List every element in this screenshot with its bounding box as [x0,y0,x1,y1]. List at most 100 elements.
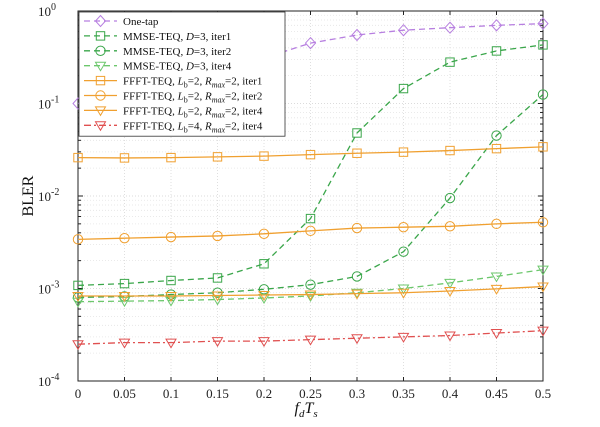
marker-triangle [304,335,317,346]
legend-entry: FFFT-TEQ, Lb=4, Rmax=2, iter4 [84,120,263,134]
marker-circle [398,221,409,233]
marker-square [398,83,409,94]
legend-entry: MMSE-TEQ, D=3, iter1 [84,31,231,43]
marker-circle [491,130,502,141]
marker-square [73,152,83,163]
marker-circle [165,289,177,300]
marker-triangle [490,284,503,295]
marker-diamond [490,19,503,32]
marker-triangle [490,329,503,340]
series-line [77,330,544,345]
marker-circle [165,231,177,243]
marker-triangle [537,265,549,276]
legend-label: FFFT-TEQ, Lb=2, Rmax=2, iter4 [123,105,263,119]
series-7 [72,282,549,302]
y-tick-label: 10-2 [38,187,59,204]
series-line [77,44,544,287]
marker-triangle [258,337,270,348]
x-tick-label: 0.5 [535,386,551,401]
marker-triangle [397,332,410,343]
series-line [77,94,544,299]
marker-circle [119,232,130,244]
x-tick-label: 0.35 [392,386,415,401]
marker-triangle [211,291,224,302]
marker-square [259,259,269,269]
marker-triangle [165,291,177,302]
marker-triangle [444,278,456,289]
marker-triangle [490,272,503,283]
marker-circle [95,45,106,56]
axis-ticks: 0 0.05 0.1 0.15 0.2 0.25 0.3 0.35 0.4 0.45 0.5 100 1… [38,2,551,401]
marker-circle [351,271,363,282]
marker-triangle [444,286,456,297]
marker-triangle [165,296,177,307]
marker-circle [444,221,456,232]
x-tick-label: 0.15 [206,386,229,401]
legend-label: FFFT-TEQ, Lb=4, Rmax=2, iter4 [123,120,263,134]
marker-triangle [94,106,107,117]
legend-box [78,11,286,137]
y-tick-label: 10-3 [38,280,59,297]
x-tick-label: 0.2 [256,386,272,401]
legend-label: FFFT-TEQ, Lb=2, Rmax=2, iter2 [123,91,262,105]
marker-square [95,75,106,86]
x-tick-label: 0 [75,386,82,401]
marker-triangle [444,331,456,342]
marker-square [166,275,176,286]
legend: One-tap MMSE-TEQ, D=3, iter1 MMSE-TEQ, D=3… [78,11,286,137]
marker-square [73,280,83,291]
marker-triangle [351,289,363,300]
marker-triangle [72,340,84,351]
marker-square [445,145,455,156]
series-line [77,221,544,240]
marker-square [398,147,409,157]
x-tick-label: 0.05 [113,386,136,401]
y-tick-label: 10-4 [38,372,59,389]
marker-diamond [444,21,456,34]
marker-circle [537,89,549,100]
marker-circle [72,234,84,245]
marker-triangle [72,291,84,302]
marker-circle [351,222,363,234]
marker-circle [444,192,456,204]
marker-square [95,31,106,41]
marker-triangle [351,334,363,345]
marker-square [491,46,502,56]
legend-entry: FFFT-TEQ, Lb=2, Rmax=2, iter2 [84,90,262,105]
marker-diamond [351,28,363,42]
series-line [77,146,544,159]
legend-entry: FFFT-TEQ, Lb=2, Rmax=2, iter4 [84,105,263,119]
marker-circle [305,279,316,290]
marker-circle [537,217,549,228]
marker-circle [398,246,409,257]
marker-square [445,57,455,67]
marker-square [119,278,130,289]
marker-triangle [537,282,549,293]
x-tick-label: 0.4 [442,386,459,401]
marker-triangle [94,121,107,132]
series-2 [73,40,548,291]
series-3 [72,89,549,303]
marker-triangle [94,61,107,72]
legend-label: FFFT-TEQ, Lb=2, Rmax=2, iter1 [123,76,262,90]
marker-square [352,128,362,138]
marker-square [538,40,548,50]
x-tick-label: 0.1 [163,386,179,401]
marker-square [352,148,362,158]
marker-triangle [118,338,131,349]
legend-label: MMSE-TEQ, D=3, iter4 [123,61,232,73]
marker-triangle [72,297,84,308]
series-8 [72,326,549,351]
marker-diamond [537,17,549,30]
marker-square [538,142,548,152]
marker-square [491,143,502,154]
x-tick-label: 0.3 [349,386,365,401]
marker-circle [258,228,270,240]
marker-circle [491,218,502,230]
marker-diamond [304,36,317,50]
legend-entry: MMSE-TEQ, D=3, iter4 [84,61,232,73]
marker-triangle [165,338,177,349]
marker-diamond [397,23,410,37]
marker-square [305,213,316,224]
